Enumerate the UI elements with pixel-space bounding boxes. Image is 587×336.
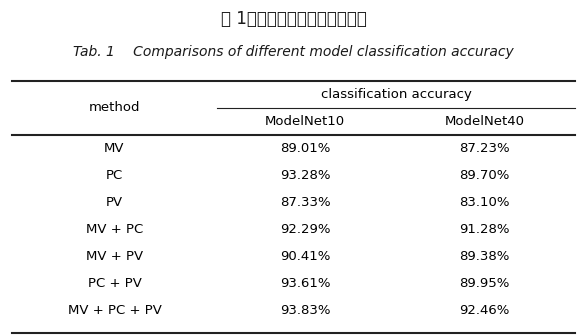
Text: 93.61%: 93.61% [280,277,330,290]
Text: Tab. 1  Comparisons of different model classification accuracy: Tab. 1 Comparisons of different model cl… [73,45,514,59]
Text: 93.28%: 93.28% [280,169,330,182]
Text: 89.38%: 89.38% [459,250,510,263]
Text: MV: MV [104,142,124,155]
Text: 83.10%: 83.10% [459,196,510,209]
Text: 91.28%: 91.28% [459,223,510,236]
Text: 89.01%: 89.01% [280,142,330,155]
Text: 90.41%: 90.41% [280,250,330,263]
Text: ModelNet10: ModelNet10 [265,115,345,128]
Text: MV + PV: MV + PV [86,250,143,263]
Text: 89.70%: 89.70% [459,169,510,182]
Text: 92.46%: 92.46% [459,304,510,318]
Text: method: method [89,101,140,114]
Text: 92.29%: 92.29% [280,223,330,236]
Text: 87.23%: 87.23% [459,142,510,155]
Text: MV + PC: MV + PC [86,223,143,236]
Text: 表 1　不同模型分类准确率比较: 表 1 不同模型分类准确率比较 [221,10,366,28]
Text: 93.83%: 93.83% [280,304,330,318]
Text: 87.33%: 87.33% [280,196,330,209]
Text: 89.95%: 89.95% [459,277,510,290]
Text: PV: PV [106,196,123,209]
Text: MV + PC + PV: MV + PC + PV [68,304,161,318]
Text: PC: PC [106,169,123,182]
Text: ModelNet40: ModelNet40 [444,115,524,128]
Text: PC + PV: PC + PV [87,277,141,290]
Text: classification accuracy: classification accuracy [321,88,472,101]
